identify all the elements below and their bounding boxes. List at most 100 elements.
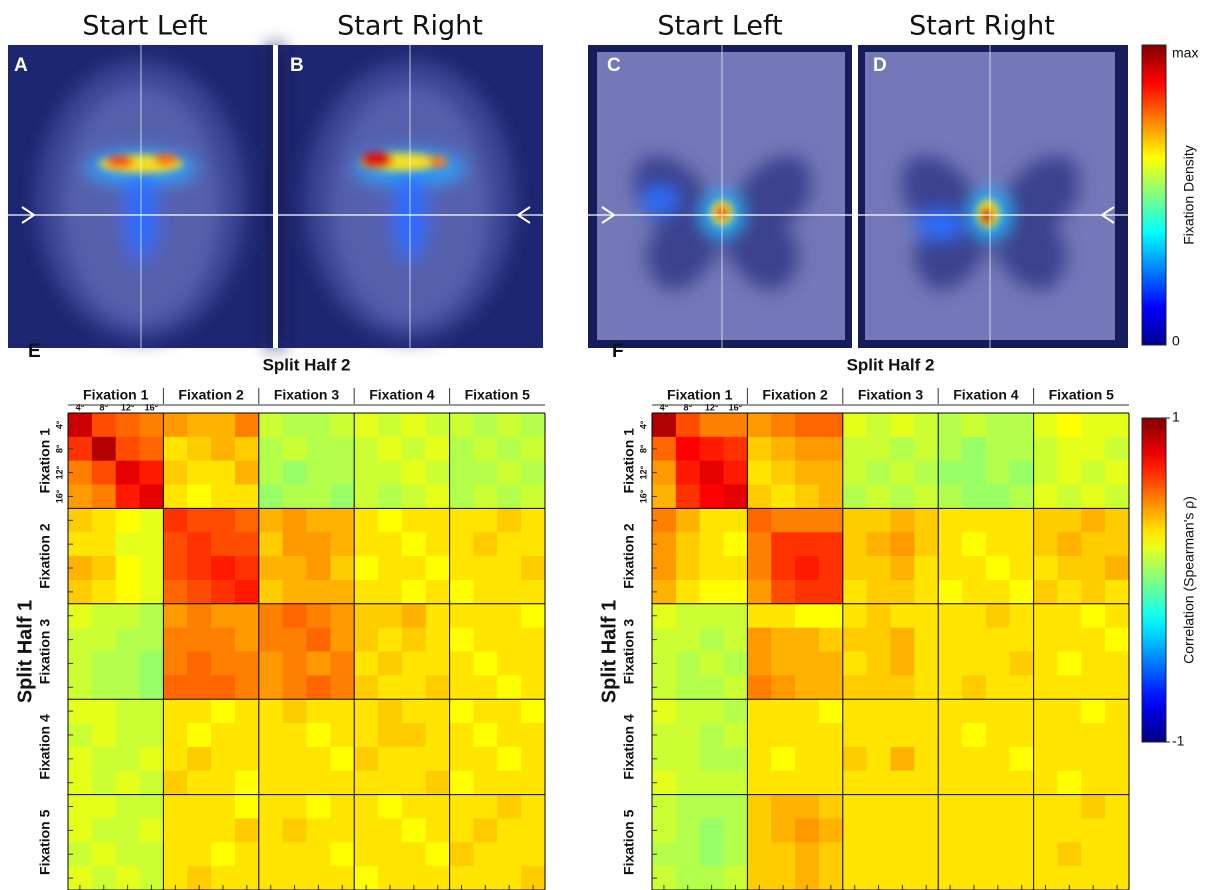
heatmap-cell — [699, 746, 725, 772]
heatmap-cell — [866, 866, 891, 890]
heatmap-cell — [139, 842, 164, 867]
heatmap-cell — [211, 460, 236, 486]
heatmap-cell — [842, 603, 868, 629]
heatmap-cell — [1105, 699, 1130, 724]
heatmap-cell — [1081, 627, 1106, 652]
heatmap-cell — [139, 794, 164, 819]
panel-label: A — [14, 55, 28, 76]
panel-title: Start Right — [337, 11, 483, 42]
heatmap-cell — [890, 413, 915, 438]
heatmap-cell — [747, 699, 772, 724]
heatmap-cell — [306, 794, 331, 819]
heatmap-cell — [91, 556, 117, 581]
heatmap-cell — [378, 818, 403, 843]
heatmap-cell — [1105, 603, 1130, 629]
heatmap-cell — [1081, 532, 1106, 557]
heatmap-cell — [962, 484, 987, 509]
heatmap-cell — [795, 436, 820, 462]
heatmap-cell — [747, 603, 772, 629]
heatmap-cell — [449, 794, 474, 819]
heatmap-cell — [449, 508, 474, 533]
heatmap-cell — [91, 770, 117, 796]
heatmap-cell — [890, 723, 915, 748]
heatmap-cell — [1033, 818, 1058, 843]
heatmap-cell — [401, 627, 427, 652]
heatmap-cell — [1081, 866, 1106, 890]
heatmap-cell — [68, 866, 93, 890]
heatmap-cell — [211, 603, 236, 629]
heatmap-cell — [1009, 842, 1035, 867]
heatmap-cell — [675, 842, 701, 867]
heatmap-cell — [258, 627, 284, 652]
heatmap-cell — [139, 413, 164, 438]
heatmap-cell — [1033, 699, 1058, 724]
heatmap-cell — [139, 532, 164, 557]
heatmap-cell — [1105, 508, 1130, 533]
heatmap-cell — [258, 818, 284, 843]
heatmap-cell — [723, 699, 748, 724]
heatmap-cell — [938, 794, 963, 819]
heatmap-cell — [234, 460, 260, 486]
heatmap-cell — [401, 436, 427, 462]
heatmap-cell — [1009, 436, 1035, 462]
heatmap-cell — [425, 723, 451, 748]
heatmap-cell — [497, 770, 522, 796]
heatmap-cell — [1009, 627, 1035, 652]
heatmap-cell — [425, 556, 451, 581]
heatmap-cell — [1057, 579, 1082, 605]
heatmap-cell — [115, 484, 141, 509]
heatmap-cell — [771, 866, 796, 890]
heatmap-cell — [139, 627, 164, 652]
column-group-label: Fixation 1 — [667, 387, 733, 403]
heatmap-cell — [675, 413, 701, 438]
heatmap-cell — [401, 746, 427, 772]
heatmap-cell — [282, 508, 307, 533]
heatmap-cell — [282, 866, 307, 890]
heatmap-cell — [962, 603, 987, 629]
heatmap-cell — [115, 413, 141, 438]
heatmap-cell — [211, 842, 236, 867]
heatmap-cell — [521, 556, 546, 581]
heatmap-cell — [521, 460, 546, 486]
heatmap-cell — [187, 579, 212, 605]
heatmap-cell — [521, 675, 546, 700]
heatmap-cell — [723, 770, 748, 796]
heatmap-cell — [473, 770, 498, 796]
heatmap-cell — [747, 794, 772, 819]
heatmap-cell — [234, 770, 260, 796]
heatmap-cell — [1033, 651, 1058, 676]
heatmap-cell — [497, 651, 522, 676]
heatmap-cell — [962, 866, 987, 890]
heatmap-cell — [354, 579, 379, 605]
heatmap-cell — [723, 603, 748, 629]
heatmap-cell — [497, 532, 522, 557]
heatmap-cell — [401, 508, 427, 533]
heatmap-cell — [401, 579, 427, 605]
heatmap-cell — [723, 484, 748, 509]
heatmap-cell — [842, 699, 868, 724]
heatmap-cell — [306, 579, 331, 605]
heatmap-cell — [449, 413, 474, 438]
heatmap-cell — [747, 413, 772, 438]
heatmap-cell — [747, 460, 772, 486]
heatmap-cell — [985, 651, 1011, 676]
heatmap-cell — [890, 746, 915, 772]
heatmap-cell — [282, 413, 307, 438]
heatmap-cell — [282, 460, 307, 486]
heatmap-cell — [1033, 866, 1058, 890]
heatmap-cell — [842, 413, 868, 438]
heatmap-cell — [354, 699, 379, 724]
heatmap-cell — [115, 627, 141, 652]
heatmap-cell — [473, 413, 498, 438]
heatmap-cell — [723, 723, 748, 748]
heatmap-cell — [1057, 794, 1082, 819]
heatmap-cell — [91, 675, 117, 700]
heatmap-cell — [914, 484, 939, 509]
heatmap-cell — [425, 460, 451, 486]
heatmap-cell — [115, 842, 141, 867]
heatmap-cell — [139, 579, 164, 605]
heatmap-cell — [962, 508, 987, 533]
heatmap-cell — [378, 627, 403, 652]
heatmap-cell — [699, 723, 725, 748]
heatmap-cell — [187, 532, 212, 557]
